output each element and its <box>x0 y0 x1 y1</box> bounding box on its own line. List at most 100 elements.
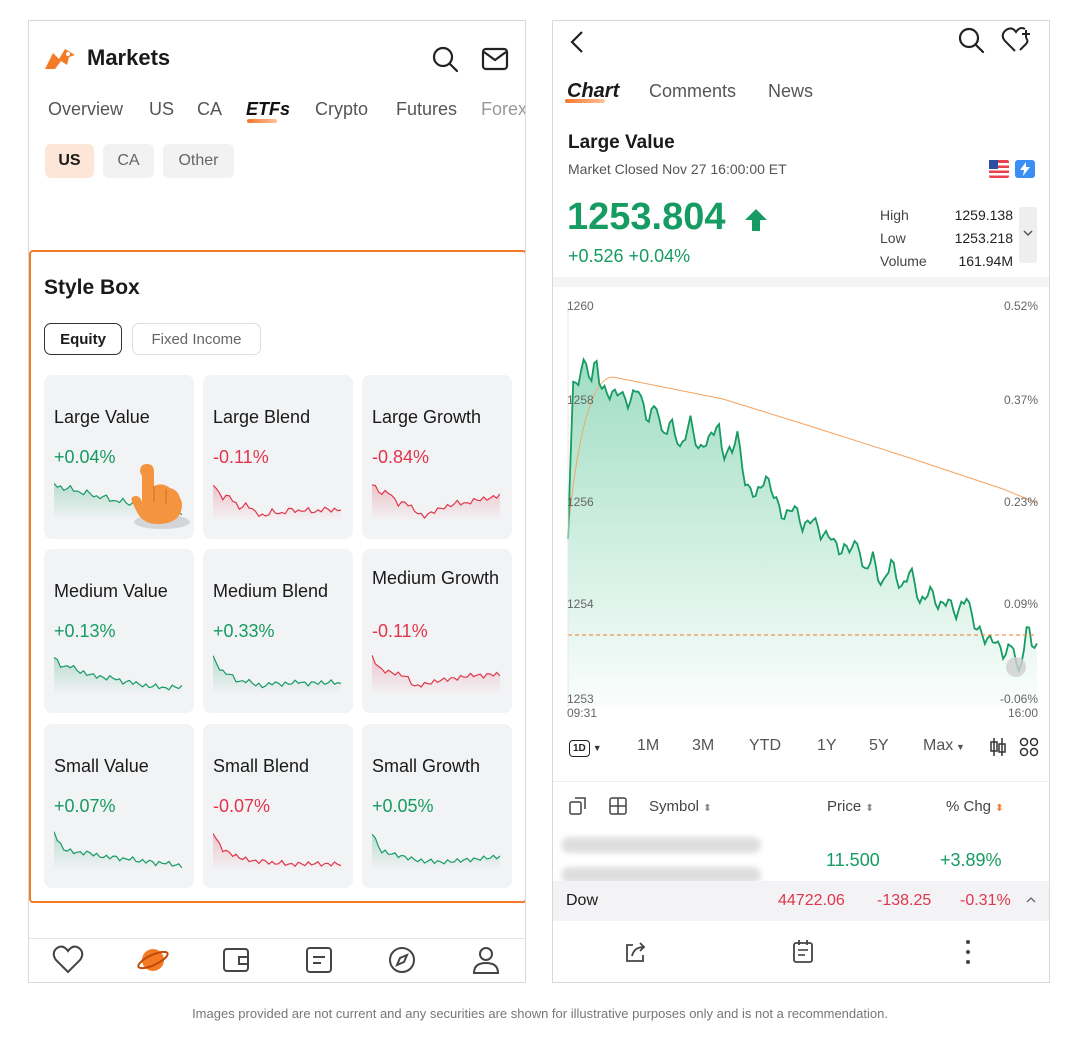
style-tile[interactable]: Small Growth +0.05% <box>362 724 512 888</box>
search-icon[interactable] <box>431 45 459 73</box>
planet-icon[interactable] <box>136 943 170 977</box>
copy-icon[interactable] <box>569 797 587 815</box>
col-chg-label: % Chg <box>946 798 992 815</box>
stat-volume: 161.94M <box>958 253 1013 269</box>
x-end-label: 16:00 <box>1007 706 1038 720</box>
grid-layout-icon[interactable] <box>1019 737 1039 757</box>
period-1m[interactable]: 1M <box>637 737 660 754</box>
style-tile[interactable]: Small Blend -0.07% <box>203 724 353 888</box>
caret-down-icon: ▼ <box>592 743 602 753</box>
row-price: 11.500 <box>826 850 880 870</box>
tab-us[interactable]: US <box>149 99 175 119</box>
period-1y[interactable]: 1Y <box>817 737 837 754</box>
compass-icon[interactable] <box>385 943 419 977</box>
tile-name: Small Value <box>54 756 149 776</box>
section-title: Style Box <box>44 276 140 299</box>
candlestick-icon[interactable] <box>989 737 1007 757</box>
col-symbol-header[interactable]: Symbol ⬍ <box>649 798 712 815</box>
y-left-label: 1254 <box>567 597 594 611</box>
tile-change: -0.84% <box>372 447 430 467</box>
chevron-down-icon <box>1023 230 1033 237</box>
y-right-label: 0.09% <box>1003 597 1038 611</box>
intraday-chart[interactable] <box>553 287 1050 727</box>
x-start-label: 09:31 <box>567 706 598 720</box>
hand-pointer-icon <box>131 464 190 529</box>
period-3m[interactable]: 3M <box>692 737 715 754</box>
style-tile[interactable]: Large Blend -0.11% <box>203 375 353 539</box>
period-1d[interactable]: 1D ▼ <box>569 735 609 761</box>
blurred-symbol-name <box>561 867 761 883</box>
y-right-label: -0.06% <box>999 692 1038 706</box>
last-price: 1253.804 <box>567 196 726 238</box>
period-5y[interactable]: 5Y <box>869 737 889 754</box>
active-tab-indicator <box>247 119 277 123</box>
tile-sparkline <box>54 656 182 695</box>
col-symbol-label: Symbol <box>649 798 700 815</box>
col-chg-header[interactable]: % Chg ⬍ <box>946 798 1004 815</box>
stats-expand-button[interactable] <box>1019 207 1037 263</box>
index-value: 44722.06 <box>778 892 845 909</box>
tab-comments[interactable]: Comments <box>649 81 737 101</box>
mail-icon[interactable] <box>481 47 509 71</box>
person-icon[interactable] <box>469 943 503 977</box>
style-tile[interactable]: Small Value +0.07% <box>44 724 194 888</box>
y-left-label: 1253 <box>567 692 594 706</box>
wallet-icon[interactable] <box>219 943 253 977</box>
y-left-label: 1258 <box>567 393 594 407</box>
arrow-up-icon <box>745 209 767 231</box>
y-right-label: 0.37% <box>1003 393 1038 407</box>
style-tile[interactable]: Medium Value +0.13% <box>44 549 194 713</box>
share-icon[interactable] <box>623 939 649 965</box>
disclaimer: Images provided are not current and any … <box>192 1006 888 1021</box>
add-watchlist-icon[interactable] <box>1001 26 1033 54</box>
tile-name: Medium Value <box>54 581 168 601</box>
tile-name: Medium Growth <box>372 568 500 588</box>
index-name: Dow <box>566 892 599 909</box>
region-chip-ca[interactable]: CA <box>103 144 154 178</box>
y-right-label: 0.52% <box>1003 299 1038 313</box>
tile-name: Large Value <box>54 407 150 427</box>
tab-forex[interactable]: Forex <box>481 99 525 119</box>
tab-crypto[interactable]: Crypto <box>315 99 369 119</box>
region-chip-us[interactable]: US <box>45 144 94 178</box>
market-status: Market Closed Nov 27 16:00:00 ET <box>568 161 787 177</box>
tab-futures[interactable]: Futures <box>396 99 458 119</box>
style-tile[interactable]: Medium Blend +0.33% <box>203 549 353 713</box>
index-ticker-bar[interactable]: Dow 44722.06 -138.25 -0.31% <box>553 881 1049 921</box>
grid-icon[interactable] <box>609 797 627 815</box>
style-tile[interactable]: Medium Growth -0.11% <box>362 549 512 713</box>
stat-volume-label: Volume <box>880 253 927 269</box>
scroll-end-button[interactable] <box>1006 657 1026 677</box>
stat-low-label: Low <box>880 230 906 246</box>
stat-high: 1259.138 <box>954 207 1013 223</box>
tab-ca[interactable]: CA <box>197 99 223 119</box>
notes-icon[interactable] <box>302 943 336 977</box>
us-flag-icon <box>989 160 1009 178</box>
tab-etfs[interactable]: ETFs <box>246 99 291 119</box>
tile-sparkline <box>372 654 500 695</box>
col-price-header[interactable]: Price ⬍ <box>827 798 874 815</box>
tab-chart[interactable]: Chart <box>567 80 620 102</box>
style-tile[interactable]: Large Growth -0.84% <box>362 375 512 539</box>
security-title: Large Value <box>568 132 675 153</box>
segment-fixed-income[interactable]: Fixed Income <box>132 323 261 355</box>
tile-sparkline <box>372 833 500 870</box>
tile-sparkline <box>213 655 341 695</box>
heart-icon[interactable] <box>51 943 85 977</box>
chevron-up-icon[interactable] <box>1025 895 1037 905</box>
price-line <box>567 357 1038 674</box>
segment-equity[interactable]: Equity <box>44 323 122 355</box>
calendar-icon[interactable] <box>791 938 815 964</box>
region-chip-other[interactable]: Other <box>163 144 234 178</box>
tile-change: -0.11% <box>213 447 269 467</box>
period-ytd[interactable]: YTD <box>749 737 781 754</box>
back-icon[interactable] <box>567 29 587 55</box>
more-icon[interactable] <box>963 939 973 965</box>
search-icon[interactable] <box>957 26 985 54</box>
app-logo-icon <box>45 49 75 69</box>
y-right-label: 0.23% <box>1003 495 1038 509</box>
tab-overview[interactable]: Overview <box>48 99 124 119</box>
tab-news[interactable]: News <box>768 81 814 101</box>
stat-high-label: High <box>880 207 909 223</box>
period-max[interactable]: Max <box>923 737 954 754</box>
